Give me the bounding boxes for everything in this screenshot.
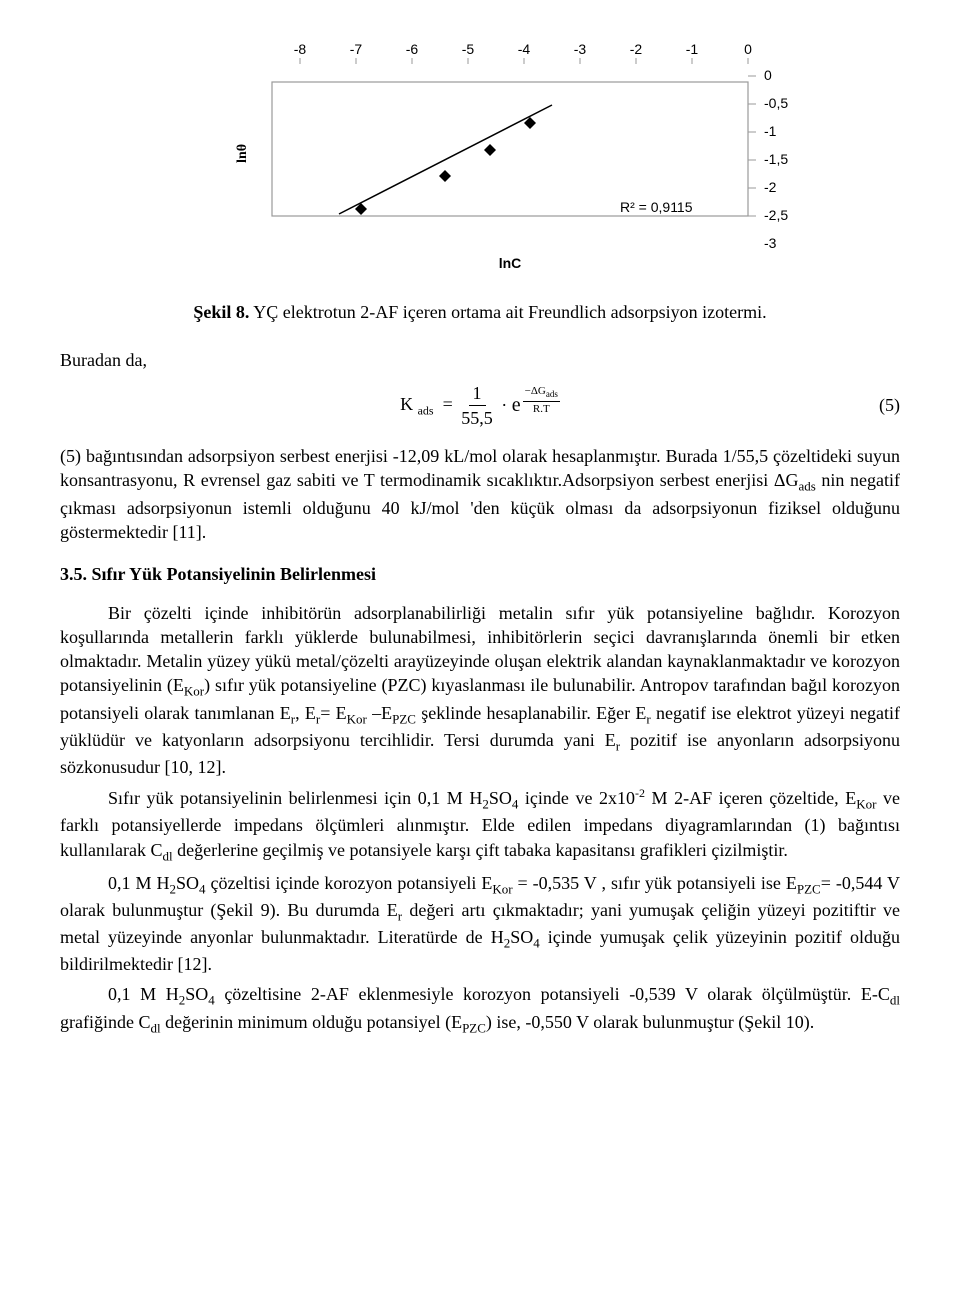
y-tick: -1 — [764, 123, 777, 139]
figure-caption: Şekil 8. YÇ elektrotun 2-AF içeren ortam… — [60, 300, 900, 324]
caption-prefix: Şekil 8. — [193, 302, 249, 322]
eq-exp-bot: R.T — [529, 402, 554, 417]
chart-container: lnθ -8 -7 -6 -5 -4 -3 -2 -1 0 — [160, 40, 800, 280]
eq-K: K — [400, 394, 413, 414]
y-tick: 0 — [764, 67, 772, 83]
buradan-text: Buradan da, — [60, 348, 900, 372]
scatter-chart: -8 -7 -6 -5 -4 -3 -2 -1 0 0 -0,5 — [160, 40, 800, 280]
x-ticks: -8 -7 -6 -5 -4 -3 -2 -1 0 — [294, 41, 752, 57]
eq-exponent: −ΔGads R.T — [523, 384, 560, 416]
y-tick-marks — [748, 76, 756, 216]
eq-exp-ads: ads — [546, 389, 558, 399]
eq-ads-sub: ads — [418, 404, 434, 418]
x-axis-label: lnC — [499, 255, 522, 271]
equation-number: (5) — [879, 393, 900, 417]
eq-e: e — [512, 392, 521, 419]
eq-fraction: 1 55,5 — [457, 381, 497, 431]
x-tick: -6 — [406, 41, 419, 57]
x-tick: -8 — [294, 41, 307, 57]
plot-area — [272, 82, 748, 216]
x-tick: -4 — [518, 41, 531, 57]
x-tick: 0 — [744, 41, 752, 57]
caption-body: YÇ elektrotun 2-AF içeren ortama ait Fre… — [249, 302, 766, 322]
paragraph-5: 0,1 M H2SO4 çözeltisine 2-AF eklenmesiyl… — [60, 982, 900, 1036]
x-tick: -3 — [574, 41, 587, 57]
x-tick: -2 — [630, 41, 643, 57]
y-axis-label: lnθ — [234, 144, 253, 163]
r-squared-label: R² = 0,9115 — [620, 199, 693, 215]
y-tick: -0,5 — [764, 95, 788, 111]
y-ticks: 0 -0,5 -1 -1,5 -2 -2,5 -3 — [764, 67, 788, 251]
eq-frac-num: 1 — [469, 381, 486, 406]
y-tick: -1,5 — [764, 151, 788, 167]
tick-marks — [300, 58, 748, 64]
eq-frac-den: 55,5 — [457, 406, 497, 430]
y-tick: -2 — [764, 179, 777, 195]
paragraph-2: Bir çözelti içinde inhibitörün adsorplan… — [60, 601, 900, 780]
paragraph-1: (5) bağıntısından adsorpsiyon serbest en… — [60, 444, 900, 544]
eq-exp-top: ΔG — [531, 385, 546, 397]
eq-lhs: K ads = — [400, 392, 457, 419]
eq-dot: · — [497, 393, 512, 417]
x-tick: -1 — [686, 41, 699, 57]
paragraph-4: 0,1 M H2SO4 çözeltisi içinde korozyon po… — [60, 871, 900, 977]
x-tick: -7 — [350, 41, 363, 57]
equation-5: K ads = 1 55,5 · e −ΔGads R.T (5) — [60, 381, 900, 431]
section-heading-35: 3.5. Sıfır Yük Potansiyelinin Belirlenme… — [60, 562, 900, 586]
y-tick: -3 — [764, 235, 777, 251]
y-tick: -2,5 — [764, 207, 788, 223]
paragraph-3: Sıfır yük potansiyelinin belirlenmesi iç… — [60, 785, 900, 865]
x-tick: -5 — [462, 41, 475, 57]
